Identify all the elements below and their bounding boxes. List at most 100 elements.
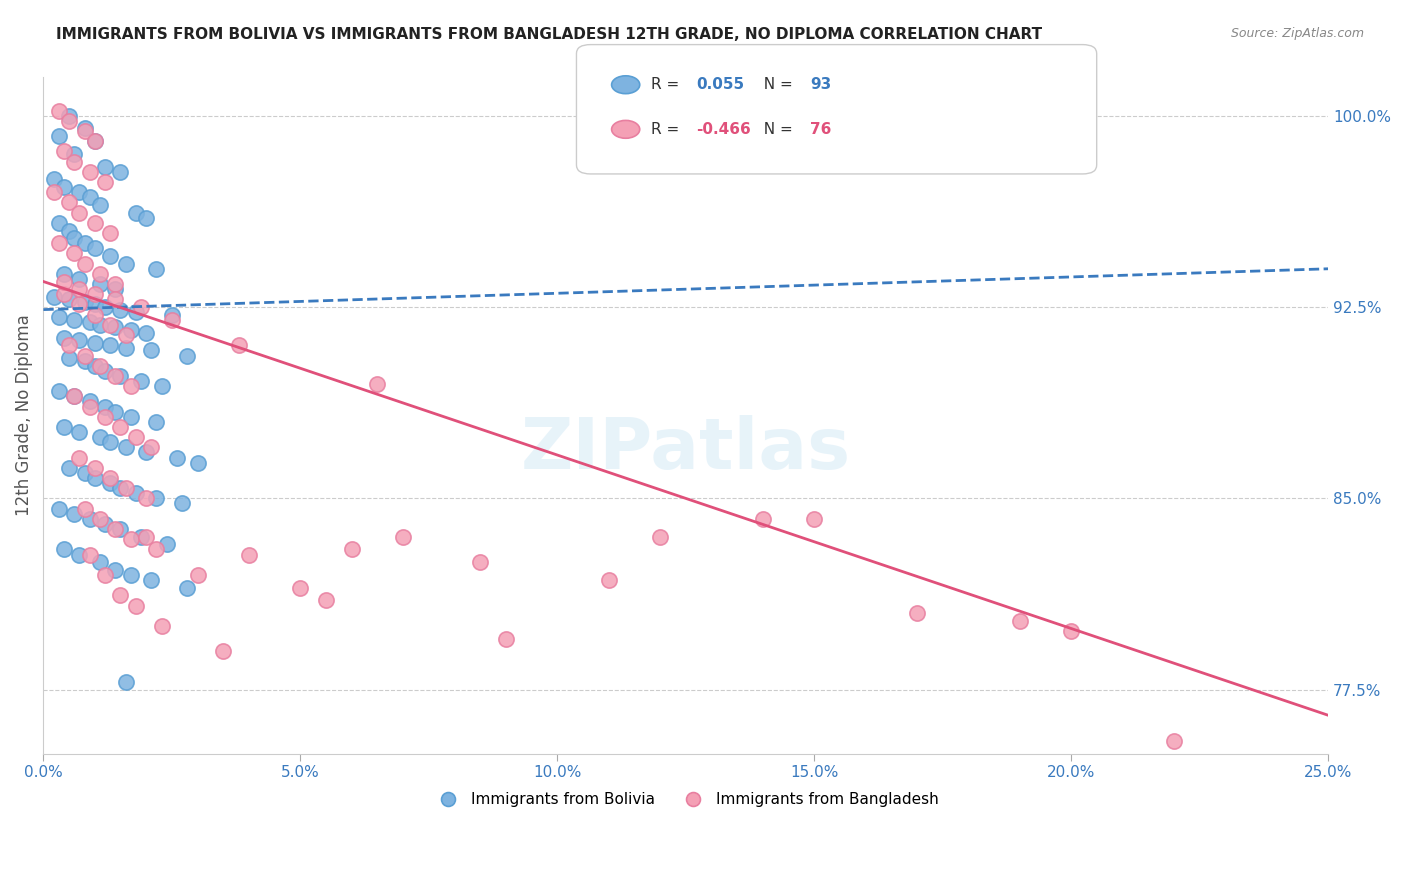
Point — [104, 293, 127, 307]
Point — [114, 441, 136, 455]
Point — [94, 175, 117, 189]
Point — [79, 394, 101, 409]
Point — [135, 491, 157, 506]
Point — [63, 154, 86, 169]
Point — [160, 308, 183, 322]
Point — [176, 349, 198, 363]
Point — [83, 241, 105, 255]
Point — [73, 236, 96, 251]
Point — [94, 364, 117, 378]
Point — [89, 318, 111, 332]
Point — [228, 338, 250, 352]
Point — [129, 300, 152, 314]
Point — [42, 186, 65, 200]
Point — [52, 331, 75, 345]
Point — [63, 389, 86, 403]
Y-axis label: 12th Grade, No Diploma: 12th Grade, No Diploma — [15, 315, 32, 516]
Text: R =: R = — [651, 122, 685, 136]
Point — [63, 313, 86, 327]
Point — [67, 297, 90, 311]
Point — [63, 246, 86, 260]
Point — [166, 450, 188, 465]
Point — [52, 275, 75, 289]
Point — [141, 573, 163, 587]
Point — [104, 522, 127, 536]
Point — [94, 300, 117, 314]
Point — [67, 282, 90, 296]
Point — [150, 619, 173, 633]
Point — [114, 257, 136, 271]
Point — [48, 310, 70, 325]
Point — [63, 507, 86, 521]
Point — [104, 277, 127, 291]
Point — [67, 425, 90, 439]
Point — [120, 323, 142, 337]
Point — [63, 231, 86, 245]
Point — [83, 297, 105, 311]
Point — [52, 145, 75, 159]
Point — [98, 249, 121, 263]
Point — [340, 542, 363, 557]
Point — [120, 532, 142, 546]
Point — [290, 581, 312, 595]
Point — [89, 512, 111, 526]
Text: -0.466: -0.466 — [696, 122, 751, 136]
Point — [67, 272, 90, 286]
Point — [114, 341, 136, 355]
Point — [110, 522, 132, 536]
Point — [83, 134, 105, 148]
Point — [89, 277, 111, 291]
Point — [110, 165, 132, 179]
Point — [135, 445, 157, 459]
Point — [83, 359, 105, 373]
Point — [94, 160, 117, 174]
Point — [89, 359, 111, 373]
Text: IMMIGRANTS FROM BOLIVIA VS IMMIGRANTS FROM BANGLADESH 12TH GRADE, NO DIPLOMA COR: IMMIGRANTS FROM BOLIVIA VS IMMIGRANTS FR… — [56, 27, 1042, 42]
Point — [366, 376, 388, 391]
Point — [145, 415, 167, 429]
Point — [392, 530, 415, 544]
Point — [79, 190, 101, 204]
Point — [83, 335, 105, 350]
Point — [48, 103, 70, 118]
Point — [104, 320, 127, 334]
Point — [129, 530, 152, 544]
Point — [120, 379, 142, 393]
Point — [803, 512, 825, 526]
Point — [48, 236, 70, 251]
Point — [58, 460, 80, 475]
Point — [1008, 614, 1031, 628]
Point — [79, 165, 101, 179]
Point — [104, 563, 127, 577]
Point — [129, 374, 152, 388]
Point — [48, 384, 70, 399]
Point — [52, 180, 75, 194]
Point — [89, 267, 111, 281]
Point — [48, 216, 70, 230]
Point — [648, 530, 671, 544]
Point — [135, 326, 157, 340]
Point — [94, 516, 117, 531]
Point — [150, 379, 173, 393]
Point — [98, 226, 121, 240]
Point — [94, 400, 117, 414]
Point — [135, 530, 157, 544]
Point — [73, 349, 96, 363]
Point — [73, 124, 96, 138]
Text: 76: 76 — [810, 122, 831, 136]
Point — [58, 195, 80, 210]
Point — [145, 261, 167, 276]
Point — [67, 548, 90, 562]
Point — [83, 216, 105, 230]
Point — [79, 400, 101, 414]
Point — [83, 308, 105, 322]
Point — [141, 343, 163, 358]
Point — [1060, 624, 1083, 638]
Point — [110, 588, 132, 602]
Point — [52, 542, 75, 557]
Legend: Immigrants from Bolivia, Immigrants from Bangladesh: Immigrants from Bolivia, Immigrants from… — [426, 786, 945, 814]
Point — [58, 293, 80, 307]
Point — [176, 581, 198, 595]
Point — [98, 338, 121, 352]
Point — [98, 318, 121, 332]
